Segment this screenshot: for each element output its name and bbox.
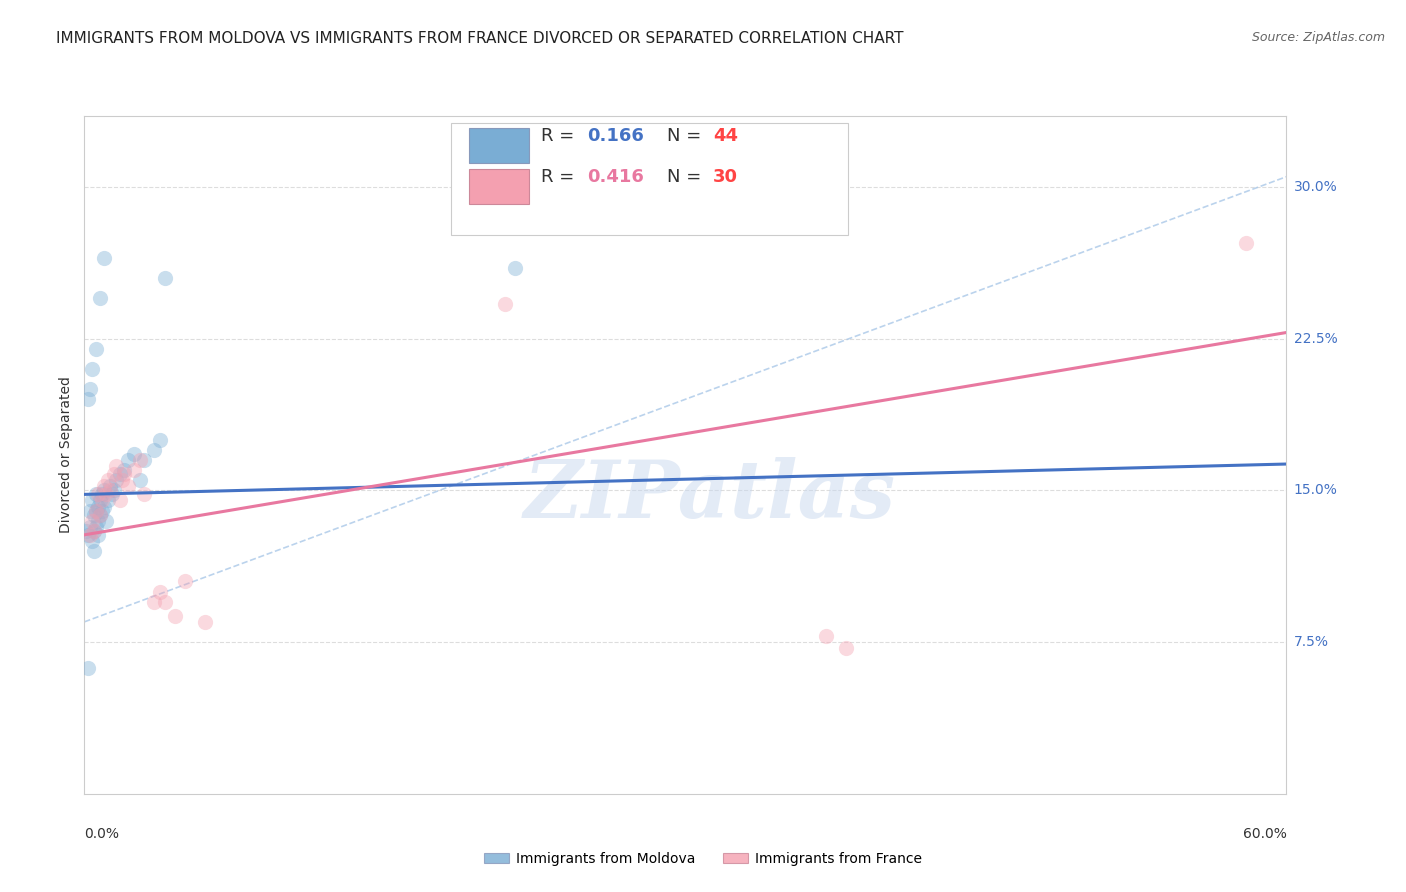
Point xyxy=(143,442,166,457)
Point xyxy=(114,463,135,477)
Text: 30: 30 xyxy=(713,168,738,186)
Point xyxy=(814,629,837,643)
Point xyxy=(93,251,115,265)
Point xyxy=(129,473,152,487)
Point xyxy=(163,608,186,623)
Text: Source: ZipAtlas.com: Source: ZipAtlas.com xyxy=(1251,31,1385,45)
Legend: Immigrants from Moldova, Immigrants from France: Immigrants from Moldova, Immigrants from… xyxy=(478,847,928,871)
Point xyxy=(101,487,124,501)
Point xyxy=(82,362,104,376)
Point xyxy=(82,493,104,508)
Point xyxy=(97,473,120,487)
Point xyxy=(86,342,108,356)
Text: 22.5%: 22.5% xyxy=(1294,332,1337,345)
Text: 7.5%: 7.5% xyxy=(1294,635,1329,649)
Text: 44: 44 xyxy=(713,128,738,145)
Point xyxy=(79,528,101,542)
Point xyxy=(79,503,101,517)
Text: 0.0%: 0.0% xyxy=(84,827,120,841)
Point xyxy=(82,514,104,528)
Text: 60.0%: 60.0% xyxy=(1243,827,1286,841)
Point xyxy=(75,524,97,538)
Point xyxy=(77,528,100,542)
Point xyxy=(87,487,110,501)
Text: 15.0%: 15.0% xyxy=(1294,483,1337,498)
Text: N =: N = xyxy=(668,168,707,186)
Point xyxy=(96,514,118,528)
Text: 0.416: 0.416 xyxy=(586,168,644,186)
Point xyxy=(100,479,122,493)
Point xyxy=(153,594,176,608)
FancyBboxPatch shape xyxy=(470,128,529,163)
Point xyxy=(77,392,100,407)
FancyBboxPatch shape xyxy=(470,169,529,204)
Point xyxy=(97,493,120,508)
Point xyxy=(494,297,516,311)
Point xyxy=(103,483,125,498)
Point xyxy=(143,594,166,608)
Point xyxy=(194,615,217,629)
FancyBboxPatch shape xyxy=(451,123,848,235)
Point xyxy=(124,463,146,477)
Point xyxy=(86,503,108,517)
Point xyxy=(87,528,110,542)
Point xyxy=(110,493,132,508)
Point xyxy=(87,500,110,514)
Text: 0.166: 0.166 xyxy=(586,128,644,145)
Point xyxy=(835,641,858,656)
Point xyxy=(111,473,134,487)
Point xyxy=(503,260,526,275)
Point xyxy=(86,487,108,501)
Point xyxy=(91,503,114,517)
Text: R =: R = xyxy=(541,168,581,186)
Point xyxy=(134,453,156,467)
Point xyxy=(129,453,152,467)
Point xyxy=(83,524,105,538)
Point xyxy=(93,500,115,514)
Point xyxy=(83,544,105,558)
Point xyxy=(96,487,118,501)
Point xyxy=(114,467,135,482)
Point xyxy=(103,467,125,482)
Point xyxy=(110,467,132,482)
Point xyxy=(93,479,115,493)
Point xyxy=(87,514,110,528)
Point xyxy=(153,270,176,285)
Point xyxy=(149,433,172,447)
Point xyxy=(79,520,101,534)
Point xyxy=(100,483,122,498)
Point xyxy=(86,520,108,534)
Point xyxy=(89,508,111,522)
Point xyxy=(117,479,139,493)
Point xyxy=(89,508,111,522)
Point xyxy=(79,382,101,396)
Point xyxy=(173,574,195,589)
Y-axis label: Divorced or Separated: Divorced or Separated xyxy=(59,376,73,533)
Text: 30.0%: 30.0% xyxy=(1294,180,1337,194)
Point xyxy=(86,503,108,517)
Point xyxy=(83,508,105,522)
Point xyxy=(93,483,115,498)
Point xyxy=(105,458,128,473)
Point xyxy=(77,661,100,675)
Point xyxy=(149,584,172,599)
Point xyxy=(82,533,104,548)
Text: IMMIGRANTS FROM MOLDOVA VS IMMIGRANTS FROM FRANCE DIVORCED OR SEPARATED CORRELAT: IMMIGRANTS FROM MOLDOVA VS IMMIGRANTS FR… xyxy=(56,31,904,46)
Point xyxy=(91,487,114,501)
Point xyxy=(89,291,111,305)
Point xyxy=(134,487,156,501)
Point xyxy=(1234,236,1257,251)
Text: ZIPatlas: ZIPatlas xyxy=(523,457,896,534)
Point xyxy=(117,453,139,467)
Text: R =: R = xyxy=(541,128,581,145)
Text: N =: N = xyxy=(668,128,707,145)
Point xyxy=(124,447,146,461)
Point xyxy=(83,524,105,538)
Point xyxy=(89,493,111,508)
Point xyxy=(105,473,128,487)
Point xyxy=(91,493,114,508)
